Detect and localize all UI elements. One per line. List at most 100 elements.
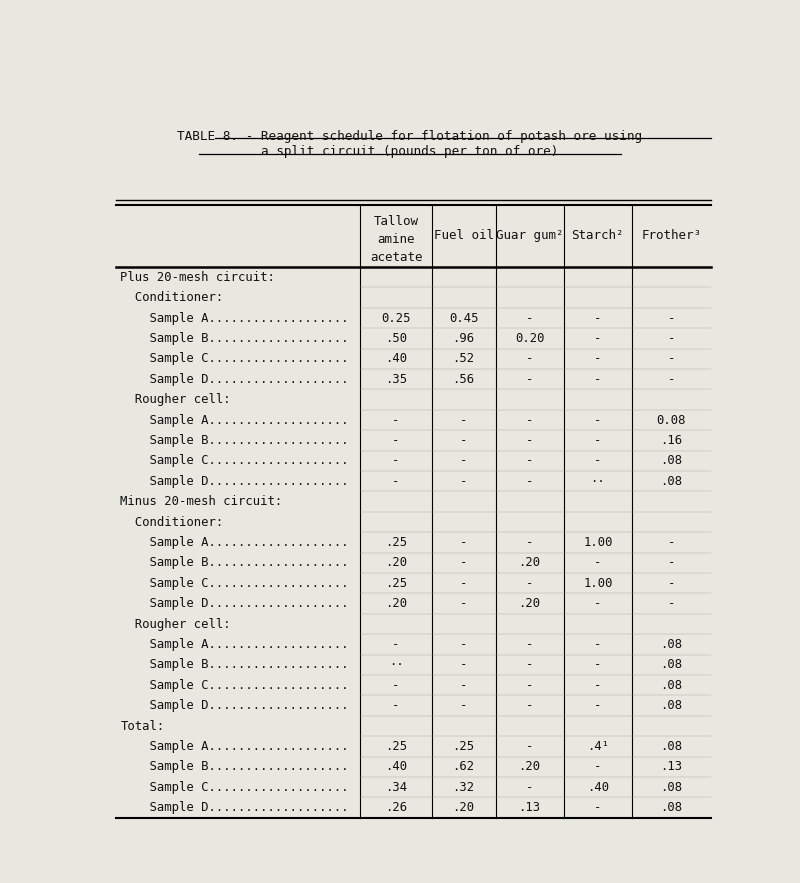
Text: 0.08: 0.08 xyxy=(657,413,686,426)
Text: -: - xyxy=(594,352,602,366)
Text: .13: .13 xyxy=(518,801,541,814)
Text: Plus 20-mesh circuit:: Plus 20-mesh circuit: xyxy=(121,271,275,283)
Text: acetate: acetate xyxy=(370,251,422,264)
Text: Minus 20-mesh circuit:: Minus 20-mesh circuit: xyxy=(121,495,282,509)
Text: -: - xyxy=(392,475,400,487)
Text: Sample C...................: Sample C................... xyxy=(121,679,349,691)
Text: Sample A...................: Sample A................... xyxy=(121,536,349,549)
Text: -: - xyxy=(526,312,534,325)
Text: Frother³: Frother³ xyxy=(642,230,702,242)
Text: -: - xyxy=(594,312,602,325)
Text: -: - xyxy=(594,801,602,814)
Text: -: - xyxy=(668,597,675,610)
Text: Conditioner:: Conditioner: xyxy=(121,291,224,305)
Text: -: - xyxy=(668,312,675,325)
Text: .08: .08 xyxy=(660,659,682,671)
Text: .25: .25 xyxy=(385,577,407,590)
Text: -: - xyxy=(594,638,602,651)
Text: Sample D...................: Sample D................... xyxy=(121,475,349,487)
Text: .96: .96 xyxy=(453,332,474,345)
Text: -: - xyxy=(526,373,534,386)
Text: .56: .56 xyxy=(453,373,474,386)
Text: -: - xyxy=(594,455,602,467)
Text: .40: .40 xyxy=(385,352,407,366)
Text: -: - xyxy=(392,699,400,713)
Text: Rougher cell:: Rougher cell: xyxy=(121,393,231,406)
Text: Fuel oil: Fuel oil xyxy=(434,230,494,242)
Text: a split circuit (pounds per ton of ore): a split circuit (pounds per ton of ore) xyxy=(262,146,558,158)
Text: Sample D...................: Sample D................... xyxy=(121,597,349,610)
Text: Sample A...................: Sample A................... xyxy=(121,638,349,651)
Text: -: - xyxy=(594,699,602,713)
Text: .20: .20 xyxy=(518,760,541,774)
Text: -: - xyxy=(460,556,467,570)
Text: -: - xyxy=(526,577,534,590)
Text: -: - xyxy=(392,679,400,691)
Text: Sample D...................: Sample D................... xyxy=(121,801,349,814)
Text: Sample C...................: Sample C................... xyxy=(121,781,349,794)
Text: Sample B...................: Sample B................... xyxy=(121,434,349,447)
Text: -: - xyxy=(460,413,467,426)
Text: -: - xyxy=(594,597,602,610)
Text: 1.00: 1.00 xyxy=(583,536,613,549)
Text: -: - xyxy=(460,455,467,467)
Text: -: - xyxy=(526,413,534,426)
Text: .25: .25 xyxy=(385,740,407,753)
Text: .16: .16 xyxy=(660,434,682,447)
Text: .25: .25 xyxy=(453,740,474,753)
Text: -: - xyxy=(668,332,675,345)
Text: 0.20: 0.20 xyxy=(515,332,545,345)
Text: -: - xyxy=(668,536,675,549)
Text: -: - xyxy=(526,699,534,713)
Text: .08: .08 xyxy=(660,455,682,467)
Text: -: - xyxy=(526,434,534,447)
Text: .08: .08 xyxy=(660,699,682,713)
Text: -: - xyxy=(594,556,602,570)
Text: -: - xyxy=(526,455,534,467)
Text: .35: .35 xyxy=(385,373,407,386)
Text: .08: .08 xyxy=(660,781,682,794)
Text: Sample B...................: Sample B................... xyxy=(121,332,349,345)
Text: -: - xyxy=(594,373,602,386)
Text: .08: .08 xyxy=(660,679,682,691)
Text: -: - xyxy=(526,740,534,753)
Text: .26: .26 xyxy=(385,801,407,814)
Text: .52: .52 xyxy=(453,352,474,366)
Text: .25: .25 xyxy=(385,536,407,549)
Text: Sample D...................: Sample D................... xyxy=(121,699,349,713)
Text: .08: .08 xyxy=(660,638,682,651)
Text: Sample C...................: Sample C................... xyxy=(121,455,349,467)
Text: -: - xyxy=(668,556,675,570)
Text: -: - xyxy=(392,413,400,426)
Text: -: - xyxy=(526,475,534,487)
Text: -: - xyxy=(460,699,467,713)
Text: ··: ·· xyxy=(590,475,606,487)
Text: Sample C...................: Sample C................... xyxy=(121,577,349,590)
Text: .20: .20 xyxy=(518,556,541,570)
Text: -: - xyxy=(460,638,467,651)
Text: ··: ·· xyxy=(389,659,403,671)
Text: .40: .40 xyxy=(385,760,407,774)
Text: .32: .32 xyxy=(453,781,474,794)
Text: -: - xyxy=(594,413,602,426)
Text: -: - xyxy=(526,638,534,651)
Text: -: - xyxy=(594,659,602,671)
Text: -: - xyxy=(526,659,534,671)
Text: amine: amine xyxy=(378,233,415,246)
Text: Sample B...................: Sample B................... xyxy=(121,659,349,671)
Text: -: - xyxy=(392,455,400,467)
Text: Sample C...................: Sample C................... xyxy=(121,352,349,366)
Text: Guar gum²: Guar gum² xyxy=(496,230,563,242)
Text: -: - xyxy=(594,332,602,345)
Text: -: - xyxy=(460,659,467,671)
Text: Sample D...................: Sample D................... xyxy=(121,373,349,386)
Text: Sample A...................: Sample A................... xyxy=(121,740,349,753)
Text: -: - xyxy=(392,434,400,447)
Text: Conditioner:: Conditioner: xyxy=(121,516,224,529)
Text: 1.00: 1.00 xyxy=(583,577,613,590)
Text: -: - xyxy=(668,373,675,386)
Text: -: - xyxy=(460,536,467,549)
Text: .08: .08 xyxy=(660,475,682,487)
Text: 0.45: 0.45 xyxy=(449,312,478,325)
Text: 0.25: 0.25 xyxy=(382,312,411,325)
